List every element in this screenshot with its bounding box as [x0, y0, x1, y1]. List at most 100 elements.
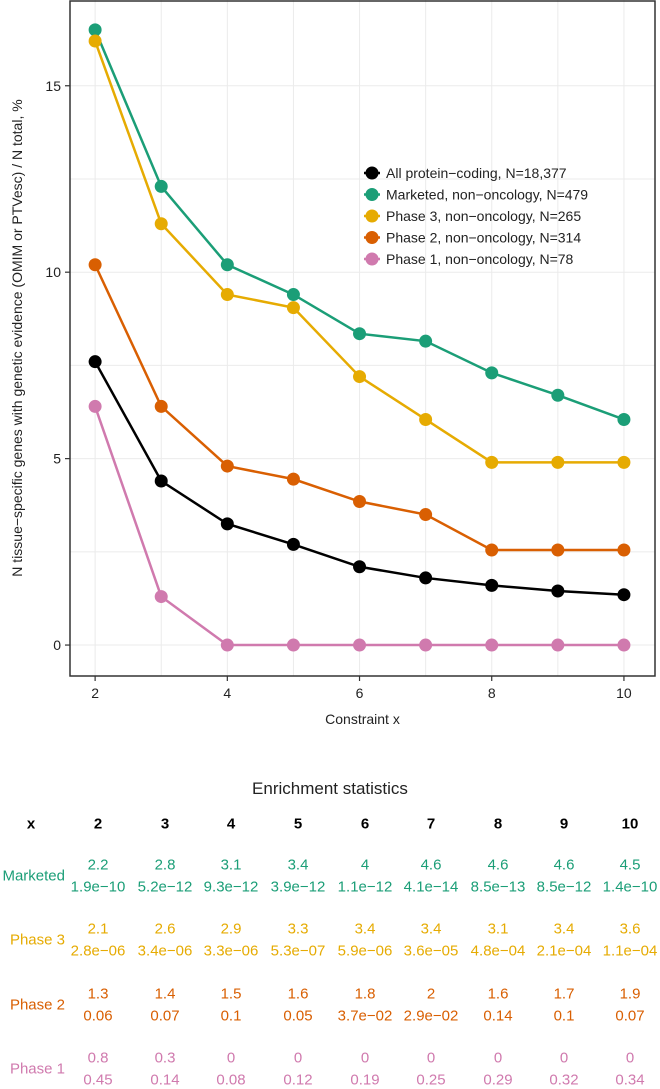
enrichment-value: 2.9 — [220, 920, 242, 938]
p-value: 0.14 — [150, 1071, 180, 1089]
series-1 — [88, 23, 631, 426]
p-value: 4.8e−04 — [470, 942, 526, 960]
x-tick-label: 10 — [616, 685, 632, 701]
data-point — [220, 638, 234, 652]
p-value: 0.14 — [483, 1007, 513, 1025]
enrichment-value: 2.2 — [87, 856, 109, 874]
x-tick-label: 8 — [488, 685, 496, 701]
line-chart: 0 5 10 15 2 4 6 8 10 Constraint x N tissue−specifi… — [9, 0, 656, 727]
data-point — [154, 399, 168, 413]
data-point — [485, 578, 499, 592]
enrichment-value: 3.1 — [487, 920, 509, 938]
p-value: 9.3e−12 — [203, 878, 259, 896]
p-value: 1.4e−10 — [602, 878, 658, 896]
x-tick-label: 6 — [356, 685, 364, 701]
series-0 — [88, 355, 631, 602]
p-value: 0.08 — [216, 1071, 246, 1089]
data-point — [419, 571, 433, 585]
table-header-cell: 3 — [160, 815, 170, 833]
y-tick-label: 5 — [53, 451, 61, 467]
p-value: 2.1e−04 — [536, 942, 592, 960]
enrichment-value: 1.6 — [487, 985, 509, 1003]
p-value: 8.5e−12 — [536, 878, 592, 896]
legend-key-point — [365, 166, 379, 180]
enrichment-value: 4.6 — [420, 856, 442, 874]
data-point — [617, 455, 631, 469]
enrichment-value: 4.5 — [619, 856, 641, 874]
y-axis-label: N tissue−specific genes with genetic evi… — [9, 99, 25, 576]
p-value: 5.9e−06 — [337, 942, 393, 960]
p-value: 8.5e−13 — [470, 878, 526, 896]
p-value: 0.25 — [416, 1071, 446, 1089]
data-point — [551, 543, 565, 557]
legend-key-point — [365, 209, 379, 223]
enrichment-value: 3.4 — [287, 856, 309, 874]
enrichment-value: 4.6 — [487, 856, 509, 874]
p-value: 0.34 — [615, 1071, 645, 1089]
plot-border — [69, 0, 656, 677]
p-value: 5.2e−12 — [137, 878, 193, 896]
data-point — [617, 588, 631, 602]
data-point — [485, 543, 499, 557]
legend-label: Phase 1, non−oncology, N=78 — [386, 251, 574, 267]
data-point — [419, 412, 433, 426]
data-point — [617, 638, 631, 652]
legend-key-point — [365, 252, 379, 266]
p-value: 0.19 — [350, 1071, 380, 1089]
data-point — [88, 355, 102, 369]
enrichment-value: 0.3 — [154, 1049, 176, 1067]
legend-label: Phase 3, non−oncology, N=265 — [386, 208, 581, 224]
p-value: 3.6e−05 — [403, 942, 459, 960]
data-point — [286, 638, 300, 652]
data-point — [419, 508, 433, 522]
enrichment-value: 1.5 — [220, 985, 242, 1003]
p-value: 0.1 — [220, 1007, 242, 1025]
p-value: 1.1e−04 — [602, 942, 658, 960]
enrichment-value: 1.9 — [619, 985, 641, 1003]
p-value: 0.07 — [615, 1007, 645, 1025]
p-value: 0.45 — [83, 1071, 113, 1089]
data-point — [286, 288, 300, 302]
data-point — [286, 537, 300, 551]
enrichment-value: 2.1 — [87, 920, 109, 938]
enrichment-value: 0 — [559, 1049, 569, 1067]
data-point — [551, 584, 565, 598]
enrichment-value: 1.3 — [87, 985, 109, 1003]
series-3 — [88, 258, 631, 557]
table-header-cell: 5 — [293, 815, 303, 833]
legend-key-point — [365, 231, 379, 244]
data-point — [551, 388, 565, 402]
data-point — [154, 474, 168, 488]
data-point — [353, 327, 367, 341]
data-point — [617, 543, 631, 557]
x-tick-label: 2 — [91, 685, 99, 701]
series-4 — [88, 399, 631, 652]
p-value: 1.9e−10 — [70, 878, 126, 896]
data-point — [617, 412, 631, 426]
enrichment-value: 1.6 — [287, 985, 309, 1003]
p-value: 0.32 — [549, 1071, 579, 1089]
y-tick-label: 10 — [45, 264, 61, 280]
p-value: 0.07 — [150, 1007, 180, 1025]
table-header-cell: 7 — [426, 815, 436, 833]
data-point — [353, 560, 367, 574]
data-point — [353, 495, 367, 509]
p-value: 3.7e−02 — [337, 1007, 393, 1025]
p-value: 3.3e−06 — [203, 942, 259, 960]
table-header-cell: 4 — [226, 815, 236, 833]
enrichment-value: 3.3 — [287, 920, 309, 938]
enrichment-value: 2.8 — [154, 856, 176, 874]
enrichment-value: 3.4 — [553, 920, 575, 938]
data-point — [485, 366, 499, 380]
p-value: 0.29 — [483, 1071, 513, 1089]
table-header-cell: 9 — [559, 815, 569, 833]
enrichment-value: 3.1 — [220, 856, 242, 874]
legend-key-point — [365, 188, 379, 201]
enrichment-value: 3.4 — [420, 920, 442, 938]
data-point — [88, 34, 102, 48]
enrichment-value: 4.6 — [553, 856, 575, 874]
p-value: 2.9e−02 — [403, 1007, 459, 1025]
legend-label: Marketed, non−oncology, N=479 — [386, 187, 588, 203]
enrichment-value: 2.6 — [154, 920, 176, 938]
data-point — [88, 258, 102, 272]
